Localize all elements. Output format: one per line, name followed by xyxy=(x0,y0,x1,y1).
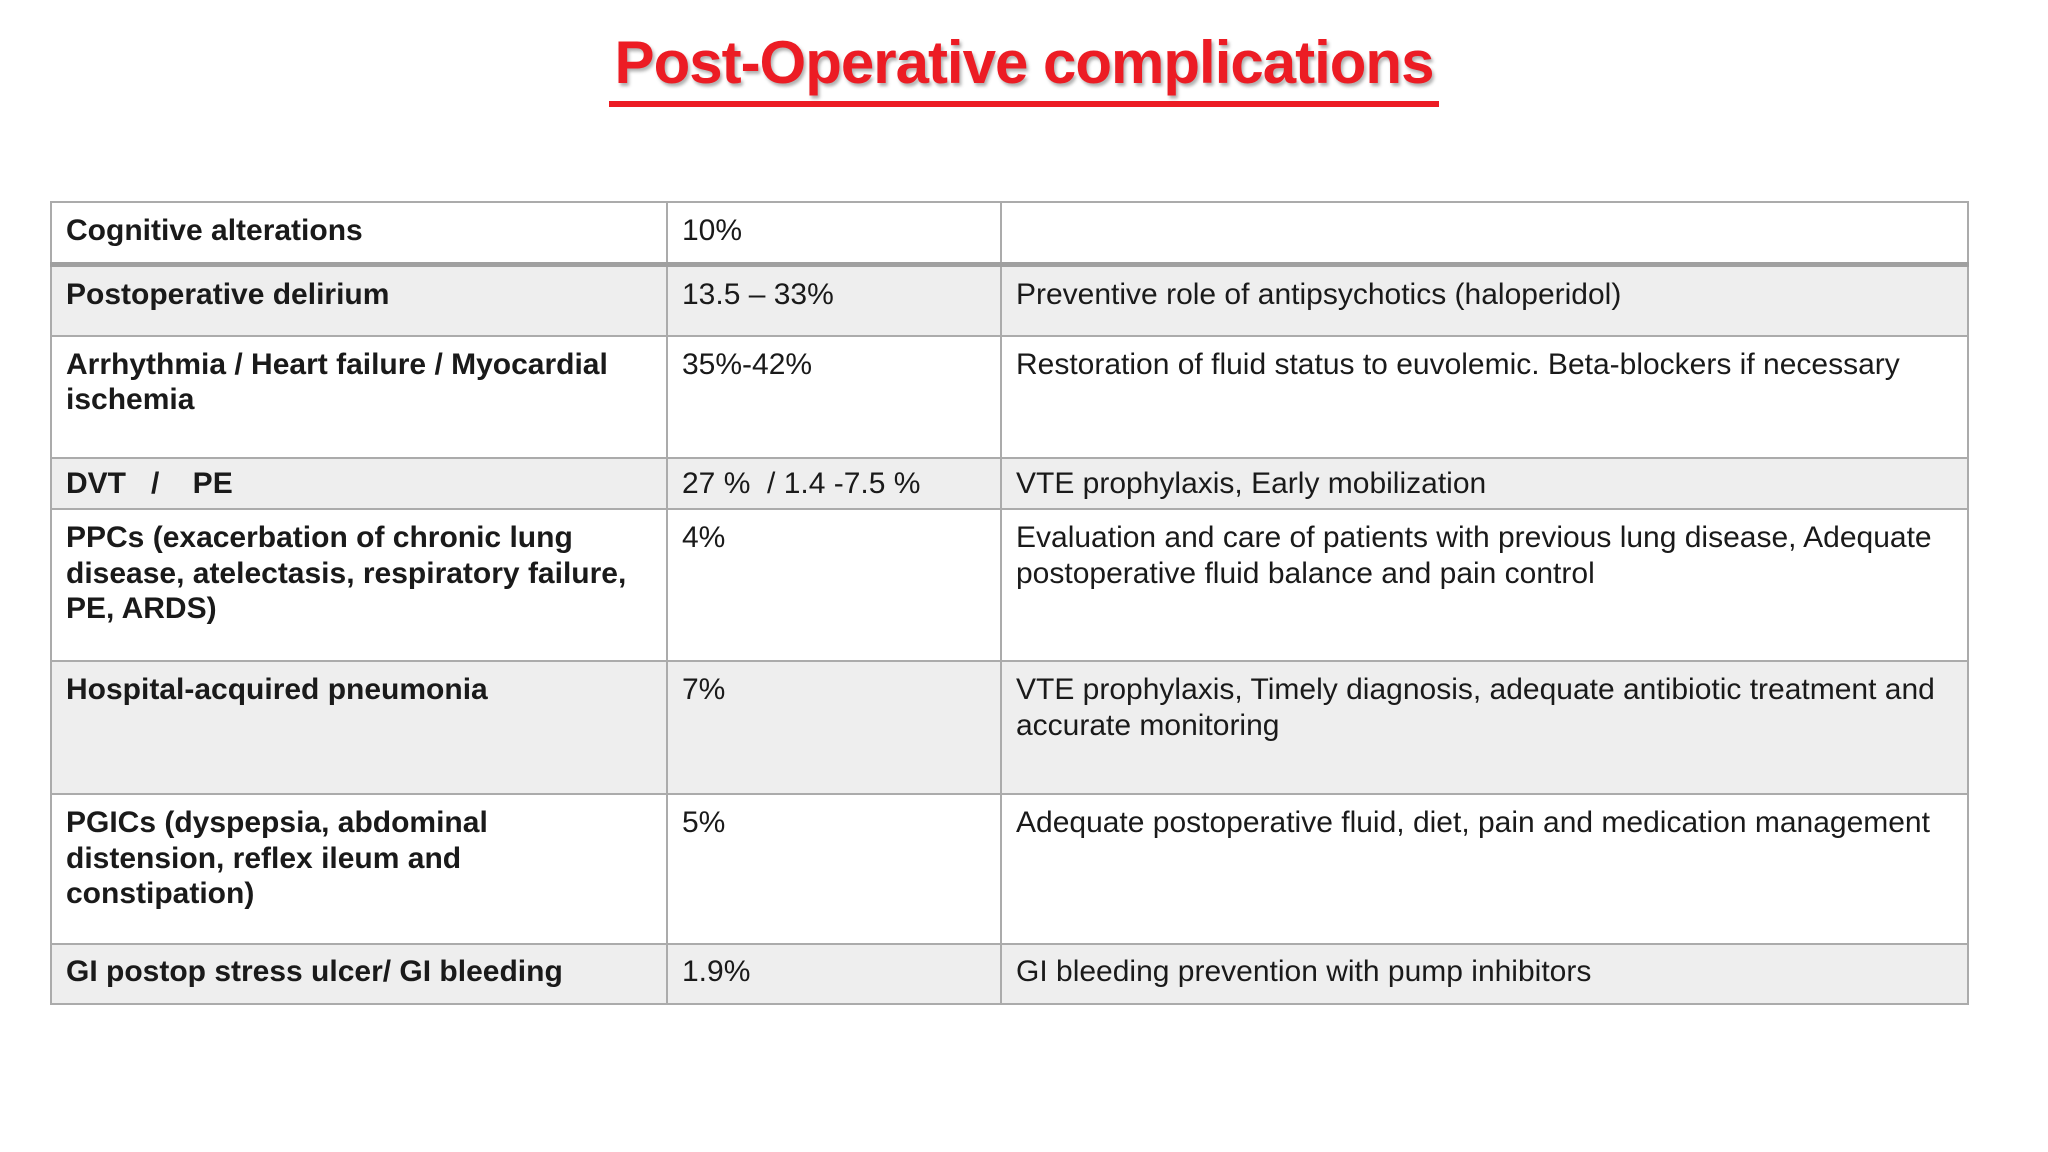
table-row: PPCs (exacerbation of chronic lung disea… xyxy=(50,508,1969,663)
complications-table-body: Cognitive alterations 10% Postoperative de… xyxy=(50,201,1969,1006)
table-row: Arrhythmia / Heart failure / Myocardial … xyxy=(50,335,1969,459)
management-cell: Preventive role of antipsychotics (halop… xyxy=(1000,263,1969,337)
table-row: PGICs (dyspepsia, abdominal distension, … xyxy=(50,793,1969,946)
management-cell: Evaluation and care of patients with pre… xyxy=(1000,508,1969,663)
management-cell: Restoration of fluid status to euvolemic… xyxy=(1000,335,1969,459)
complication-cell: Postoperative delirium xyxy=(50,263,668,337)
title-bar: Post-Operative complications xyxy=(0,0,2048,107)
table-row: Postoperative delirium 13.5 – 33% Preventi… xyxy=(50,263,1969,337)
complication-cell: PPCs (exacerbation of chronic lung disea… xyxy=(50,508,668,663)
incidence-cell: 13.5 – 33% xyxy=(666,263,1002,337)
table-row: GI postop stress ulcer/ GI bleeding 1.9% G… xyxy=(50,943,1969,1006)
complication-cell: Cognitive alterations xyxy=(50,201,668,267)
management-cell: Adequate postoperative fluid, diet, pain… xyxy=(1000,793,1969,946)
management-cell: GI bleeding prevention with pump inhibit… xyxy=(1000,943,1969,1006)
table-row: Cognitive alterations 10% xyxy=(50,201,1969,267)
table-row: Hospital-acquired pneumonia 7% VTE prophyl… xyxy=(50,660,1969,796)
management-cell: VTE prophylaxis, Early mobilization xyxy=(1000,456,1969,511)
complication-cell: DVT / PE xyxy=(50,456,668,511)
incidence-cell: 4% xyxy=(666,508,1002,663)
incidence-cell: 27 % / 1.4 -7.5 % xyxy=(666,456,1002,511)
management-cell xyxy=(1000,201,1969,267)
complication-cell: Hospital-acquired pneumonia xyxy=(50,660,668,796)
management-cell: VTE prophylaxis, Timely diagnosis, adequ… xyxy=(1000,660,1969,796)
complication-cell: PGICs (dyspepsia, abdominal distension, … xyxy=(50,793,668,946)
incidence-cell: 1.9% xyxy=(666,943,1002,1006)
incidence-cell: 7% xyxy=(666,660,1002,796)
incidence-cell: 5% xyxy=(666,793,1002,946)
table-row: DVT / PE 27 % / 1.4 -7.5 % VTE prophylaxis… xyxy=(50,456,1969,511)
incidence-cell: 35%-42% xyxy=(666,335,1002,459)
page-title: Post-Operative complications xyxy=(608,28,1440,107)
complication-cell: Arrhythmia / Heart failure / Myocardial … xyxy=(50,335,668,459)
incidence-cell: 10% xyxy=(666,201,1002,267)
complications-table: Cognitive alterations 10% Postoperative de… xyxy=(50,201,1969,1006)
complication-cell: GI postop stress ulcer/ GI bleeding xyxy=(50,943,668,1006)
